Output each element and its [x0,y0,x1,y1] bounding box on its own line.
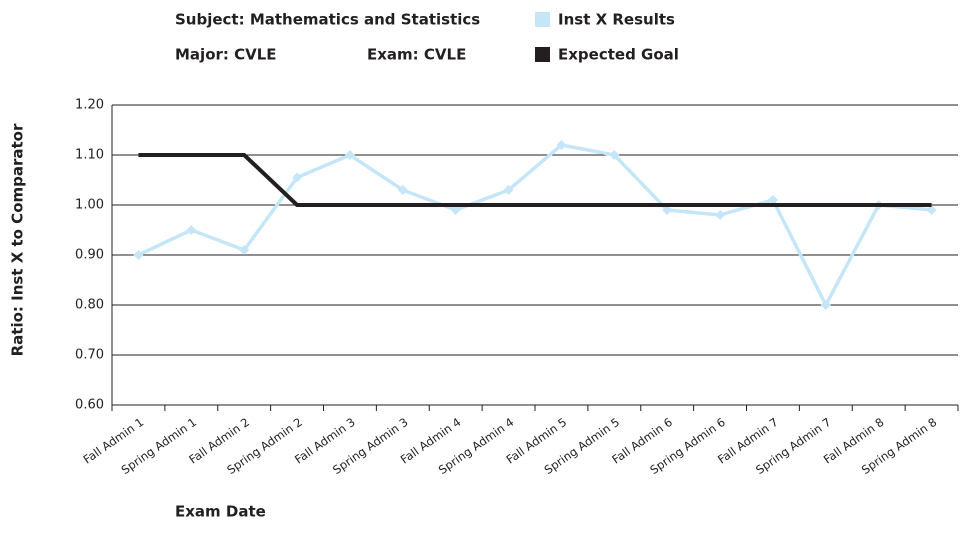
legend-label: Inst X Results [558,11,675,29]
marker [239,245,250,255]
marker [344,150,355,160]
legend-label: Expected Goal [558,46,679,64]
y-tick-label: 1.10 [75,148,104,163]
y-tick-label: 1.00 [75,198,104,213]
legend-swatch [535,12,550,27]
marker [715,210,726,220]
y-tick-label: 1.20 [75,98,104,113]
marker [503,185,514,195]
y-tick-label: 0.70 [75,348,104,363]
major: Major: CVLE [175,46,277,64]
series-line [138,153,932,207]
marker [556,140,567,150]
series-line [137,143,932,307]
marker [662,205,673,215]
marker [186,225,197,235]
marker [820,300,831,310]
marker [450,205,461,215]
subject: Subject: Mathematics and Statistics [175,11,480,29]
marker [767,195,778,205]
marker [292,172,303,183]
marker [397,185,408,195]
y-tick-label: 0.60 [75,398,104,413]
marker [133,250,144,260]
y-tick-label: 0.90 [75,248,104,263]
marker [609,150,620,160]
x-axis-label: Exam Date [175,503,266,521]
exam: Exam: CVLE [367,46,466,64]
y-tick-label: 0.80 [75,298,104,313]
y-axis-label: Ratio: Inst X to Comparator [9,123,27,356]
legend-swatch [535,47,550,62]
marker [926,205,937,215]
